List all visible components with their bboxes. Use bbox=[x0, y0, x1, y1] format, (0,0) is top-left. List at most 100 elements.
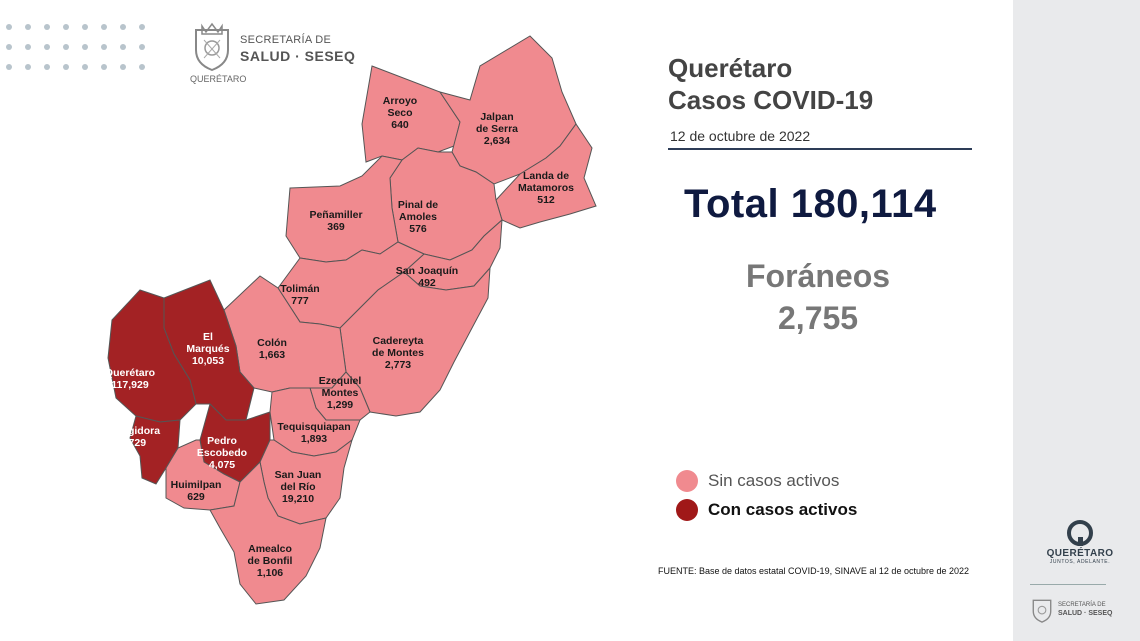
municipality-name: San Juan bbox=[275, 469, 322, 481]
decorative-dot bbox=[63, 24, 69, 30]
seseq-logo: SECRETARÍA DE SALUD · SESEQ QUERÉTARO bbox=[190, 20, 390, 84]
municipality-label-toliman: Tolimán 777 bbox=[280, 283, 319, 307]
decorative-dot bbox=[25, 44, 31, 50]
municipality-cases: 2,773 bbox=[385, 359, 411, 371]
decorative-dot bbox=[120, 44, 126, 50]
municipality-label-queretaro: Querétaro 117,929 bbox=[105, 367, 155, 391]
decorative-dot bbox=[82, 44, 88, 50]
title-line1: Querétaro bbox=[668, 53, 793, 83]
municipality-name: del Río bbox=[280, 481, 315, 493]
decorative-dot bbox=[82, 64, 88, 70]
municipality-name: Cadereyta bbox=[373, 335, 424, 347]
legend-label-con: Con casos activos bbox=[708, 500, 858, 519]
municipality-cases: 117,929 bbox=[111, 379, 149, 391]
decorative-dot-grid bbox=[6, 24, 166, 80]
decorative-dot bbox=[101, 44, 107, 50]
municipality-label-arroyo-seco: Arroyo Seco 640 bbox=[383, 95, 417, 131]
municipality-huimilpan bbox=[165, 439, 241, 511]
small-logo-line2: SALUD · SESEQ bbox=[1058, 610, 1113, 617]
municipality-name: Arroyo bbox=[383, 95, 417, 107]
decorative-dot bbox=[139, 44, 145, 50]
municipality-cases: 2,634 bbox=[484, 135, 510, 147]
municipality-cases: 576 bbox=[409, 223, 427, 235]
municipality-label-san-joaquin: San Joaquín 492 bbox=[396, 265, 458, 289]
state-seal-icon bbox=[195, 22, 229, 72]
municipality-name: Peñamiller bbox=[309, 209, 362, 221]
municipality-cases: 629 bbox=[187, 491, 205, 503]
decorative-dot bbox=[82, 24, 88, 30]
municipality-queretaro bbox=[107, 289, 197, 423]
queretaro-municipalities-map: Arroyo Seco 640 Jalpan de Serra 2,634 Landa de… bbox=[100, 35, 597, 605]
municipality-label-pedro-escobedo: Pedro Escobedo 4,075 bbox=[197, 435, 247, 471]
municipality-name: Querétaro bbox=[105, 367, 155, 379]
q-logo-icon bbox=[1067, 520, 1093, 546]
legend-swatch-sin bbox=[676, 470, 698, 492]
municipality-cases: 10,053 bbox=[192, 355, 224, 367]
decorative-dot bbox=[120, 24, 126, 30]
date-divider bbox=[668, 148, 972, 150]
municipality-cases: 4,075 bbox=[209, 459, 235, 471]
municipality-label-ezequiel-montes: Ezequiel Montes 1,299 bbox=[319, 375, 362, 411]
municipality-cases: 10,729 bbox=[114, 437, 146, 449]
municipality-cases: 19,210 bbox=[282, 493, 314, 505]
municipality-name: Pedro bbox=[207, 435, 237, 447]
municipality-name: San Joaquín bbox=[396, 265, 458, 277]
logo-state: QUERÉTARO bbox=[190, 74, 247, 84]
municipality-label-pinal-de-amoles: Pinal de Amoles 576 bbox=[398, 199, 438, 235]
footer-divider bbox=[1030, 584, 1106, 585]
municipality-cases: 777 bbox=[291, 295, 309, 307]
municipality-name: de Bonfil bbox=[248, 555, 293, 567]
decorative-dot bbox=[44, 64, 50, 70]
logo-line2: SALUD · SESEQ bbox=[240, 48, 356, 64]
municipality-name: Montes bbox=[322, 387, 359, 399]
municipality-label-cadereyta-de-montes: Cadereyta de Montes 2,773 bbox=[372, 335, 424, 371]
queretaro-brand-logo: QUERÉTARO JUNTOS, ADELANTE. bbox=[1045, 520, 1115, 600]
municipality-name: Amealco bbox=[248, 543, 292, 555]
municipality-name: Seco bbox=[387, 107, 412, 119]
municipality-name: Matamoros bbox=[518, 182, 574, 194]
municipality-cases: 1,106 bbox=[257, 567, 283, 579]
small-logo-line1: SECRETARÍA DE bbox=[1058, 602, 1106, 608]
municipality-cases: 1,663 bbox=[259, 349, 285, 361]
decorative-dot bbox=[6, 24, 12, 30]
logo-line1: SECRETARÍA DE bbox=[240, 34, 332, 46]
municipality-label-huimilpan: Huimilpan 629 bbox=[171, 479, 222, 503]
decorative-dot bbox=[44, 44, 50, 50]
decorative-dot bbox=[120, 64, 126, 70]
state-seal-small-icon bbox=[1032, 599, 1052, 623]
legend-con-casos: Con casos activos bbox=[676, 499, 857, 521]
municipality-label-amealco-de-bonfil: Amealco de Bonfil 1,106 bbox=[248, 543, 293, 579]
decorative-dot bbox=[63, 64, 69, 70]
decorative-dot bbox=[101, 24, 107, 30]
decorative-dot bbox=[101, 64, 107, 70]
legend-swatch-con bbox=[676, 499, 698, 521]
municipality-name: El bbox=[203, 331, 213, 343]
municipality-name: Amoles bbox=[399, 211, 437, 223]
total-cases: Total 180,114 bbox=[684, 182, 937, 226]
municipality-cases: 1,299 bbox=[327, 399, 353, 411]
municipality-name: de Montes bbox=[372, 347, 424, 359]
municipality-name: Colón bbox=[257, 337, 287, 349]
municipality-name: Landa de bbox=[523, 170, 569, 182]
municipality-name: Marqués bbox=[186, 343, 229, 355]
decorative-dot bbox=[44, 24, 50, 30]
decorative-dot bbox=[25, 64, 31, 70]
brand-tagline: JUNTOS, ADELANTE. bbox=[1049, 559, 1111, 565]
municipality-name: Escobedo bbox=[197, 447, 247, 459]
decorative-dot bbox=[6, 44, 12, 50]
municipality-cases: 1,893 bbox=[301, 433, 327, 445]
municipality-label-el-marques: El Marqués 10,053 bbox=[186, 331, 229, 367]
municipality-cadereyta-de-montes bbox=[339, 266, 491, 417]
title-line2: Casos COVID-19 bbox=[668, 85, 874, 115]
municipality-cases: 369 bbox=[327, 221, 345, 233]
legend-sin-casos: Sin casos activos bbox=[676, 470, 839, 492]
municipality-name: Ezequiel bbox=[319, 375, 362, 387]
legend-label-sin: Sin casos activos bbox=[708, 471, 840, 490]
brand-name: QUERÉTARO bbox=[1046, 548, 1114, 559]
municipality-name: Corregidora bbox=[100, 425, 160, 437]
municipality-name: Jalpan bbox=[480, 111, 513, 123]
municipality-label-san-juan-del-rio: San Juan del Río 19,210 bbox=[275, 469, 322, 505]
municipality-label-jalpan-de-serra: Jalpan de Serra 2,634 bbox=[476, 111, 518, 147]
report-date: 12 de octubre de 2022 bbox=[670, 128, 811, 144]
decorative-dot bbox=[6, 64, 12, 70]
